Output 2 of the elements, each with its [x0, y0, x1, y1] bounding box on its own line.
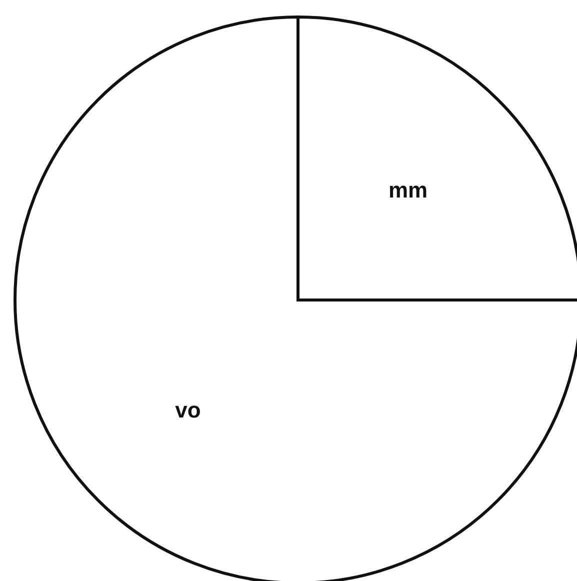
- slice-label: vo: [175, 398, 201, 423]
- slice-label: mm: [388, 177, 428, 202]
